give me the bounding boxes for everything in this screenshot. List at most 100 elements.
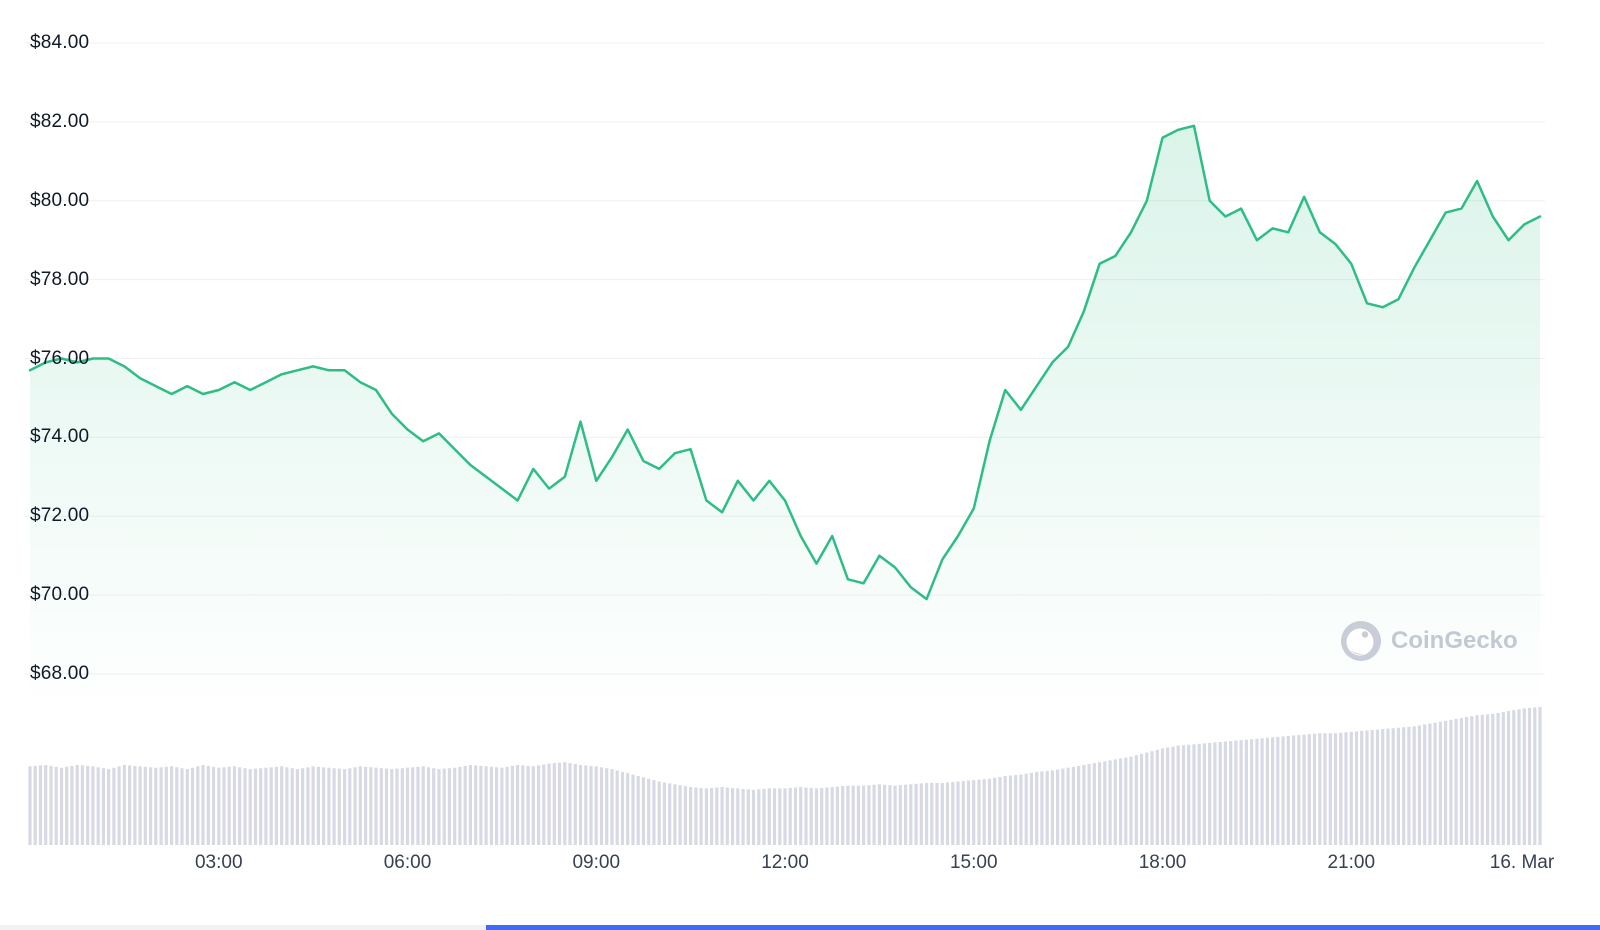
volume-bar <box>1155 749 1159 845</box>
volume-bar <box>678 785 682 845</box>
volume-bar <box>447 768 451 845</box>
time-range-scrollbar[interactable] <box>0 925 1600 930</box>
volume-bar <box>998 776 1002 845</box>
volume-bar <box>1098 762 1102 845</box>
volume-bar <box>578 765 583 845</box>
volume-bar <box>280 766 284 845</box>
volume-bar <box>904 784 908 845</box>
volume-bar <box>1166 747 1170 845</box>
volume-bar <box>652 780 656 845</box>
x-axis-tick-label: 18:00 <box>1138 852 1187 873</box>
volume-bar <box>972 780 976 845</box>
volume-bar <box>1307 734 1311 845</box>
volume-bar <box>925 782 929 845</box>
volume-bar <box>867 785 871 845</box>
volume-bar <box>641 777 645 845</box>
volume-bar <box>1113 759 1117 845</box>
volume-bar <box>1454 719 1458 845</box>
volume-bar <box>731 788 735 845</box>
volume-bar <box>636 776 640 845</box>
volume-bar <box>495 767 499 845</box>
volume-bar <box>175 767 179 845</box>
volume-bar <box>133 765 137 845</box>
volume-bar <box>783 788 787 845</box>
volume-bar <box>542 764 546 845</box>
y-axis-tick-label: $72.00 <box>30 505 90 527</box>
scrollbar-thumb[interactable] <box>486 925 1600 930</box>
volume-bar <box>479 765 483 845</box>
volume-bar <box>253 768 258 845</box>
volume-bar <box>505 766 509 845</box>
volume-bar <box>128 765 132 845</box>
volume-bar <box>1512 710 1516 845</box>
volume-bar <box>977 779 981 845</box>
volume-bar <box>799 787 803 845</box>
volume-bar <box>107 769 111 845</box>
y-axis-tick-label: $74.00 <box>30 426 90 448</box>
volume-bar <box>348 768 352 845</box>
volume-bar <box>432 768 436 845</box>
price-area-fill <box>30 125 1540 707</box>
volume-bar <box>86 765 90 845</box>
volume-bar <box>384 768 389 845</box>
volume-bar <box>657 781 661 845</box>
volume-bar <box>573 764 577 845</box>
volume-bar <box>285 767 289 845</box>
volume-bar <box>1239 740 1243 845</box>
volume-bar <box>1491 713 1495 845</box>
volume-bar <box>1077 765 1081 845</box>
volume-bar <box>1354 731 1359 845</box>
volume-bar <box>421 766 425 845</box>
volume-bar <box>65 766 69 845</box>
y-axis-tick-label: $76.00 <box>30 347 90 369</box>
x-axis-tick-label: 09:00 <box>572 852 621 873</box>
volume-bar <box>1139 753 1144 845</box>
price-line <box>28 124 1542 601</box>
volume-bar <box>689 787 693 845</box>
volume-bar <box>631 774 635 845</box>
volume-bar <box>411 767 415 845</box>
volume-bar <box>1459 718 1463 845</box>
volume-bar <box>1213 742 1217 845</box>
volume-bar <box>405 767 410 845</box>
volume-bar <box>442 768 446 845</box>
volume-bar <box>531 766 535 845</box>
volume-bar <box>1428 723 1432 845</box>
volume-bar <box>437 769 441 845</box>
volume-bar <box>945 782 950 845</box>
volume-bar <box>1271 737 1275 845</box>
volume-bar <box>468 765 472 845</box>
volume-bar <box>1087 764 1091 845</box>
volume-bar <box>961 781 965 845</box>
volume-bar <box>358 766 362 845</box>
volume-bar <box>1527 707 1532 845</box>
volume-bar <box>1208 742 1212 845</box>
volume-bar <box>1423 724 1427 845</box>
volume-bar <box>898 785 902 845</box>
volume-bar <box>1281 736 1285 845</box>
volume-bar <box>982 779 986 845</box>
volume-bar <box>1045 770 1049 845</box>
volume-bar <box>1370 730 1374 845</box>
volume-bar <box>1092 763 1096 845</box>
volume-bar <box>217 767 221 845</box>
volume-bar <box>458 766 462 845</box>
volume-bar <box>1014 775 1018 845</box>
volume-bar <box>1192 744 1196 845</box>
volume-bar <box>1124 757 1128 845</box>
y-axis-tick-label: $70.00 <box>30 584 90 606</box>
volume-bar <box>757 789 761 845</box>
volume-bar <box>1250 739 1254 845</box>
volume-bar <box>1150 751 1154 845</box>
volume-bar <box>154 767 158 845</box>
volume-bar <box>673 784 677 845</box>
volume-bar <box>301 768 305 845</box>
volume-bar <box>914 783 918 845</box>
volume-bar <box>379 768 383 845</box>
volume-bar <box>1286 736 1290 845</box>
volume-bar <box>610 769 614 845</box>
volume-bar <box>683 786 687 845</box>
volume-bar <box>238 767 242 845</box>
volume-bar <box>1292 735 1296 845</box>
